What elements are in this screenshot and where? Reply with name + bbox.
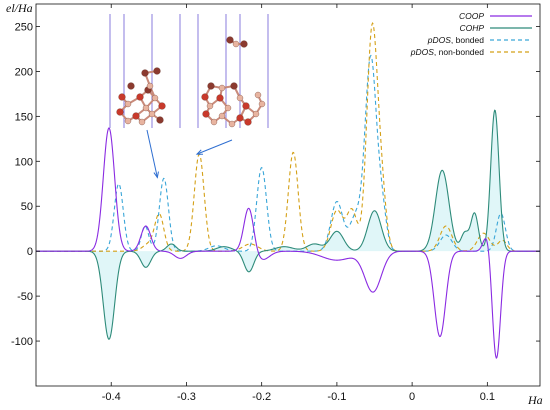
inset-atom <box>206 102 214 110</box>
molecular-structure-inset <box>109 14 269 179</box>
inset-atom <box>236 114 244 122</box>
y-tick-label: 150 <box>15 111 33 123</box>
legend-entry-label: pDOS, non-bonded <box>410 47 485 57</box>
inset-atom <box>258 100 266 108</box>
y-tick-label: 250 <box>15 21 33 33</box>
inset-atom <box>146 82 154 90</box>
inset-atom <box>201 93 209 101</box>
inset-atom <box>138 118 146 126</box>
cohp-fill-area <box>36 110 540 340</box>
legend-entry-label: COOP <box>459 11 484 21</box>
x-tick-label: 0 <box>409 391 415 403</box>
inset-atom <box>151 94 159 102</box>
inset-arrow-head <box>153 171 159 179</box>
series-line-cohp <box>36 109 540 340</box>
y-tick-label: -50 <box>17 291 33 303</box>
x-tick-label: -0.4 <box>102 391 121 403</box>
inset-atom <box>216 94 224 102</box>
series-line-coop <box>36 127 540 359</box>
inset-atom <box>210 118 218 126</box>
inset-atom <box>153 67 161 75</box>
x-tick-label: -0.3 <box>177 391 196 403</box>
inset-atom <box>118 93 126 101</box>
series-line-pdos_nonbonded <box>36 21 540 252</box>
inset-atom <box>226 36 234 44</box>
inset-atom <box>242 102 250 110</box>
legend: COOP COHP pDOS, bonded pDOS, non-bonded <box>410 11 532 57</box>
inset-arrow <box>146 129 158 178</box>
inset-atom <box>156 116 164 124</box>
y-axis-label: el/Ha <box>6 1 33 15</box>
inset-atom <box>127 82 135 90</box>
x-tick-label: -0.2 <box>252 391 271 403</box>
cohp-area-fill <box>36 110 540 340</box>
inset-atom <box>218 112 226 120</box>
inset-atom <box>254 91 262 99</box>
y-tick-label: 50 <box>21 201 33 213</box>
inset-atom <box>252 110 260 118</box>
inset-atom <box>142 104 150 112</box>
y-tick-label: 100 <box>15 156 33 168</box>
inset-atom <box>236 94 244 102</box>
inset-atom <box>132 112 140 120</box>
inset-atom <box>244 118 252 126</box>
inset-atom <box>230 82 238 90</box>
x-axis-label: Ha <box>527 393 543 407</box>
inset-atom <box>224 104 232 112</box>
inset-atom <box>232 40 240 48</box>
inset-atom <box>228 120 236 128</box>
inset-atom <box>136 93 144 101</box>
x-tick-label: -0.1 <box>327 391 346 403</box>
inset-atom <box>207 82 215 90</box>
inset-atom <box>158 102 166 110</box>
legend-entry-label: pDOS, bonded <box>427 35 485 45</box>
inset-atom <box>124 100 132 108</box>
inset-atom <box>141 69 149 77</box>
y-tick-label: -100 <box>11 336 33 348</box>
legend-entry-label: COHP <box>459 23 484 33</box>
inset-atom <box>240 40 248 48</box>
series-line-pdos_bonded <box>36 54 540 252</box>
inset-arrow-head <box>195 149 203 155</box>
inset-atom <box>218 84 226 92</box>
plot-frame <box>35 3 541 387</box>
x-tick-label: 0.1 <box>480 391 495 403</box>
inset-atom <box>148 110 156 118</box>
inset-arrow <box>196 139 233 155</box>
inset-atom <box>124 117 132 125</box>
y-tick-label: 0 <box>27 246 33 258</box>
y-tick-label: 200 <box>15 66 33 78</box>
inset-atom <box>116 108 124 116</box>
series-lines <box>36 21 540 359</box>
axis-ticks: -0.4 -0.3 -0.2 -0.1 0 0.1 -100 -50 0 50 100 150 200 2… <box>11 4 540 403</box>
inset-atom <box>202 110 210 118</box>
